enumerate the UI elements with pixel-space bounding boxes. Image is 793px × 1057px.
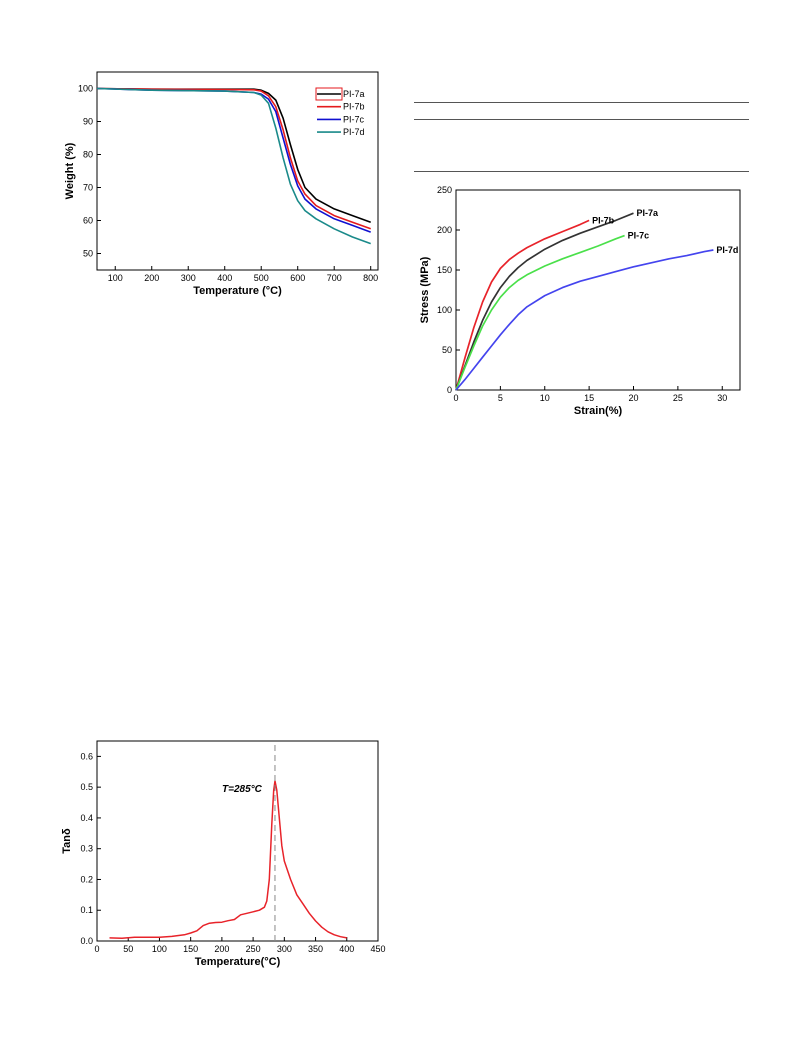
- x-axis-title: Temperature(°C): [195, 956, 281, 968]
- x-tick-label: 400: [339, 944, 354, 954]
- x-tick-label: 10: [540, 393, 550, 403]
- x-tick-label: 150: [183, 944, 198, 954]
- legend-box: [315, 87, 343, 101]
- series-line-pi-7b: [455, 219, 590, 391]
- table-dash: [524, 119, 552, 120]
- x-tick-label: 200: [214, 944, 229, 954]
- y-tick-label: 0.4: [80, 813, 93, 823]
- y-tick-label: 0.6: [80, 751, 93, 761]
- x-tick-label: 250: [246, 944, 261, 954]
- x-tick-label: 50: [123, 944, 133, 954]
- y-tick-label: 60: [83, 216, 93, 226]
- table-bottom-rule: [414, 171, 749, 172]
- series-line-tan-delta: [109, 780, 347, 939]
- y-tick-label: 80: [83, 150, 93, 160]
- x-tick-label: 300: [181, 273, 196, 283]
- y-axis-title: Tanδ: [61, 828, 73, 854]
- x-tick-label: 400: [217, 273, 232, 283]
- y-tick-label: 100: [437, 305, 452, 315]
- series-line-pi-7c: [455, 234, 625, 391]
- peak-annotation: T=285°C: [222, 784, 263, 795]
- x-tick-label: 350: [308, 944, 323, 954]
- y-tick-label: 0.0: [80, 936, 93, 946]
- y-tick-label: 150: [437, 265, 452, 275]
- table-dash: [584, 119, 612, 120]
- x-tick-label: 600: [290, 273, 305, 283]
- x-tick-label: 5: [498, 393, 503, 403]
- series-end-label: PI-7a: [637, 208, 660, 218]
- y-axis-title: Weight (%): [64, 142, 76, 199]
- x-tick-label: 800: [363, 273, 378, 283]
- x-tick-label: 100: [152, 944, 167, 954]
- table-header-rule: [414, 119, 749, 120]
- table-top-rule: [414, 102, 749, 103]
- x-tick-label: 15: [584, 393, 594, 403]
- series-line-pi-7d: [96, 87, 371, 245]
- x-tick-label: 0: [453, 393, 458, 403]
- x-tick-label: 25: [673, 393, 683, 403]
- x-tick-label: 20: [628, 393, 638, 403]
- y-tick-label: 70: [83, 183, 93, 193]
- y-tick-label: 250: [437, 185, 452, 195]
- y-tick-label: 90: [83, 117, 93, 127]
- plot-frame: [96, 71, 379, 271]
- x-tick-label: 500: [254, 273, 269, 283]
- y-tick-label: 0.1: [80, 905, 93, 915]
- x-axis-title: Temperature (°C): [193, 285, 282, 297]
- series-line-pi-7d: [455, 249, 714, 391]
- x-tick-label: 700: [327, 273, 342, 283]
- legend-label: PI-7a: [343, 89, 365, 99]
- plot-frame: [455, 189, 741, 391]
- y-tick-label: 0.3: [80, 844, 93, 854]
- series-line-pi-7b: [96, 87, 371, 230]
- x-tick-label: 300: [277, 944, 292, 954]
- plot-frame: [96, 740, 379, 942]
- legend-label: PI-7d: [343, 127, 365, 137]
- y-tick-label: 0.5: [80, 782, 93, 792]
- y-tick-label: 0: [447, 385, 452, 395]
- y-axis-title: Stress (MPa): [419, 256, 431, 323]
- legend-label: PI-7c: [343, 114, 365, 124]
- x-axis-title: Strain(%): [574, 405, 623, 417]
- series-end-label: PI-7c: [628, 231, 650, 241]
- y-tick-label: 0.2: [80, 874, 93, 884]
- series-end-label: PI-7d: [716, 245, 738, 255]
- legend-label: PI-7b: [343, 102, 365, 112]
- y-tick-label: 200: [437, 225, 452, 235]
- x-tick-label: 450: [370, 944, 385, 954]
- x-tick-label: 100: [108, 273, 123, 283]
- y-tick-label: 50: [83, 249, 93, 259]
- table-dash: [640, 119, 668, 120]
- y-tick-label: 50: [442, 345, 452, 355]
- x-tick-label: 30: [717, 393, 727, 403]
- series-line-pi-7a: [455, 212, 634, 391]
- table-dash: [466, 119, 494, 120]
- y-tick-label: 100: [78, 84, 93, 94]
- series-end-label: PI-7b: [592, 215, 615, 225]
- x-tick-label: 200: [144, 273, 159, 283]
- x-tick-label: 0: [94, 944, 99, 954]
